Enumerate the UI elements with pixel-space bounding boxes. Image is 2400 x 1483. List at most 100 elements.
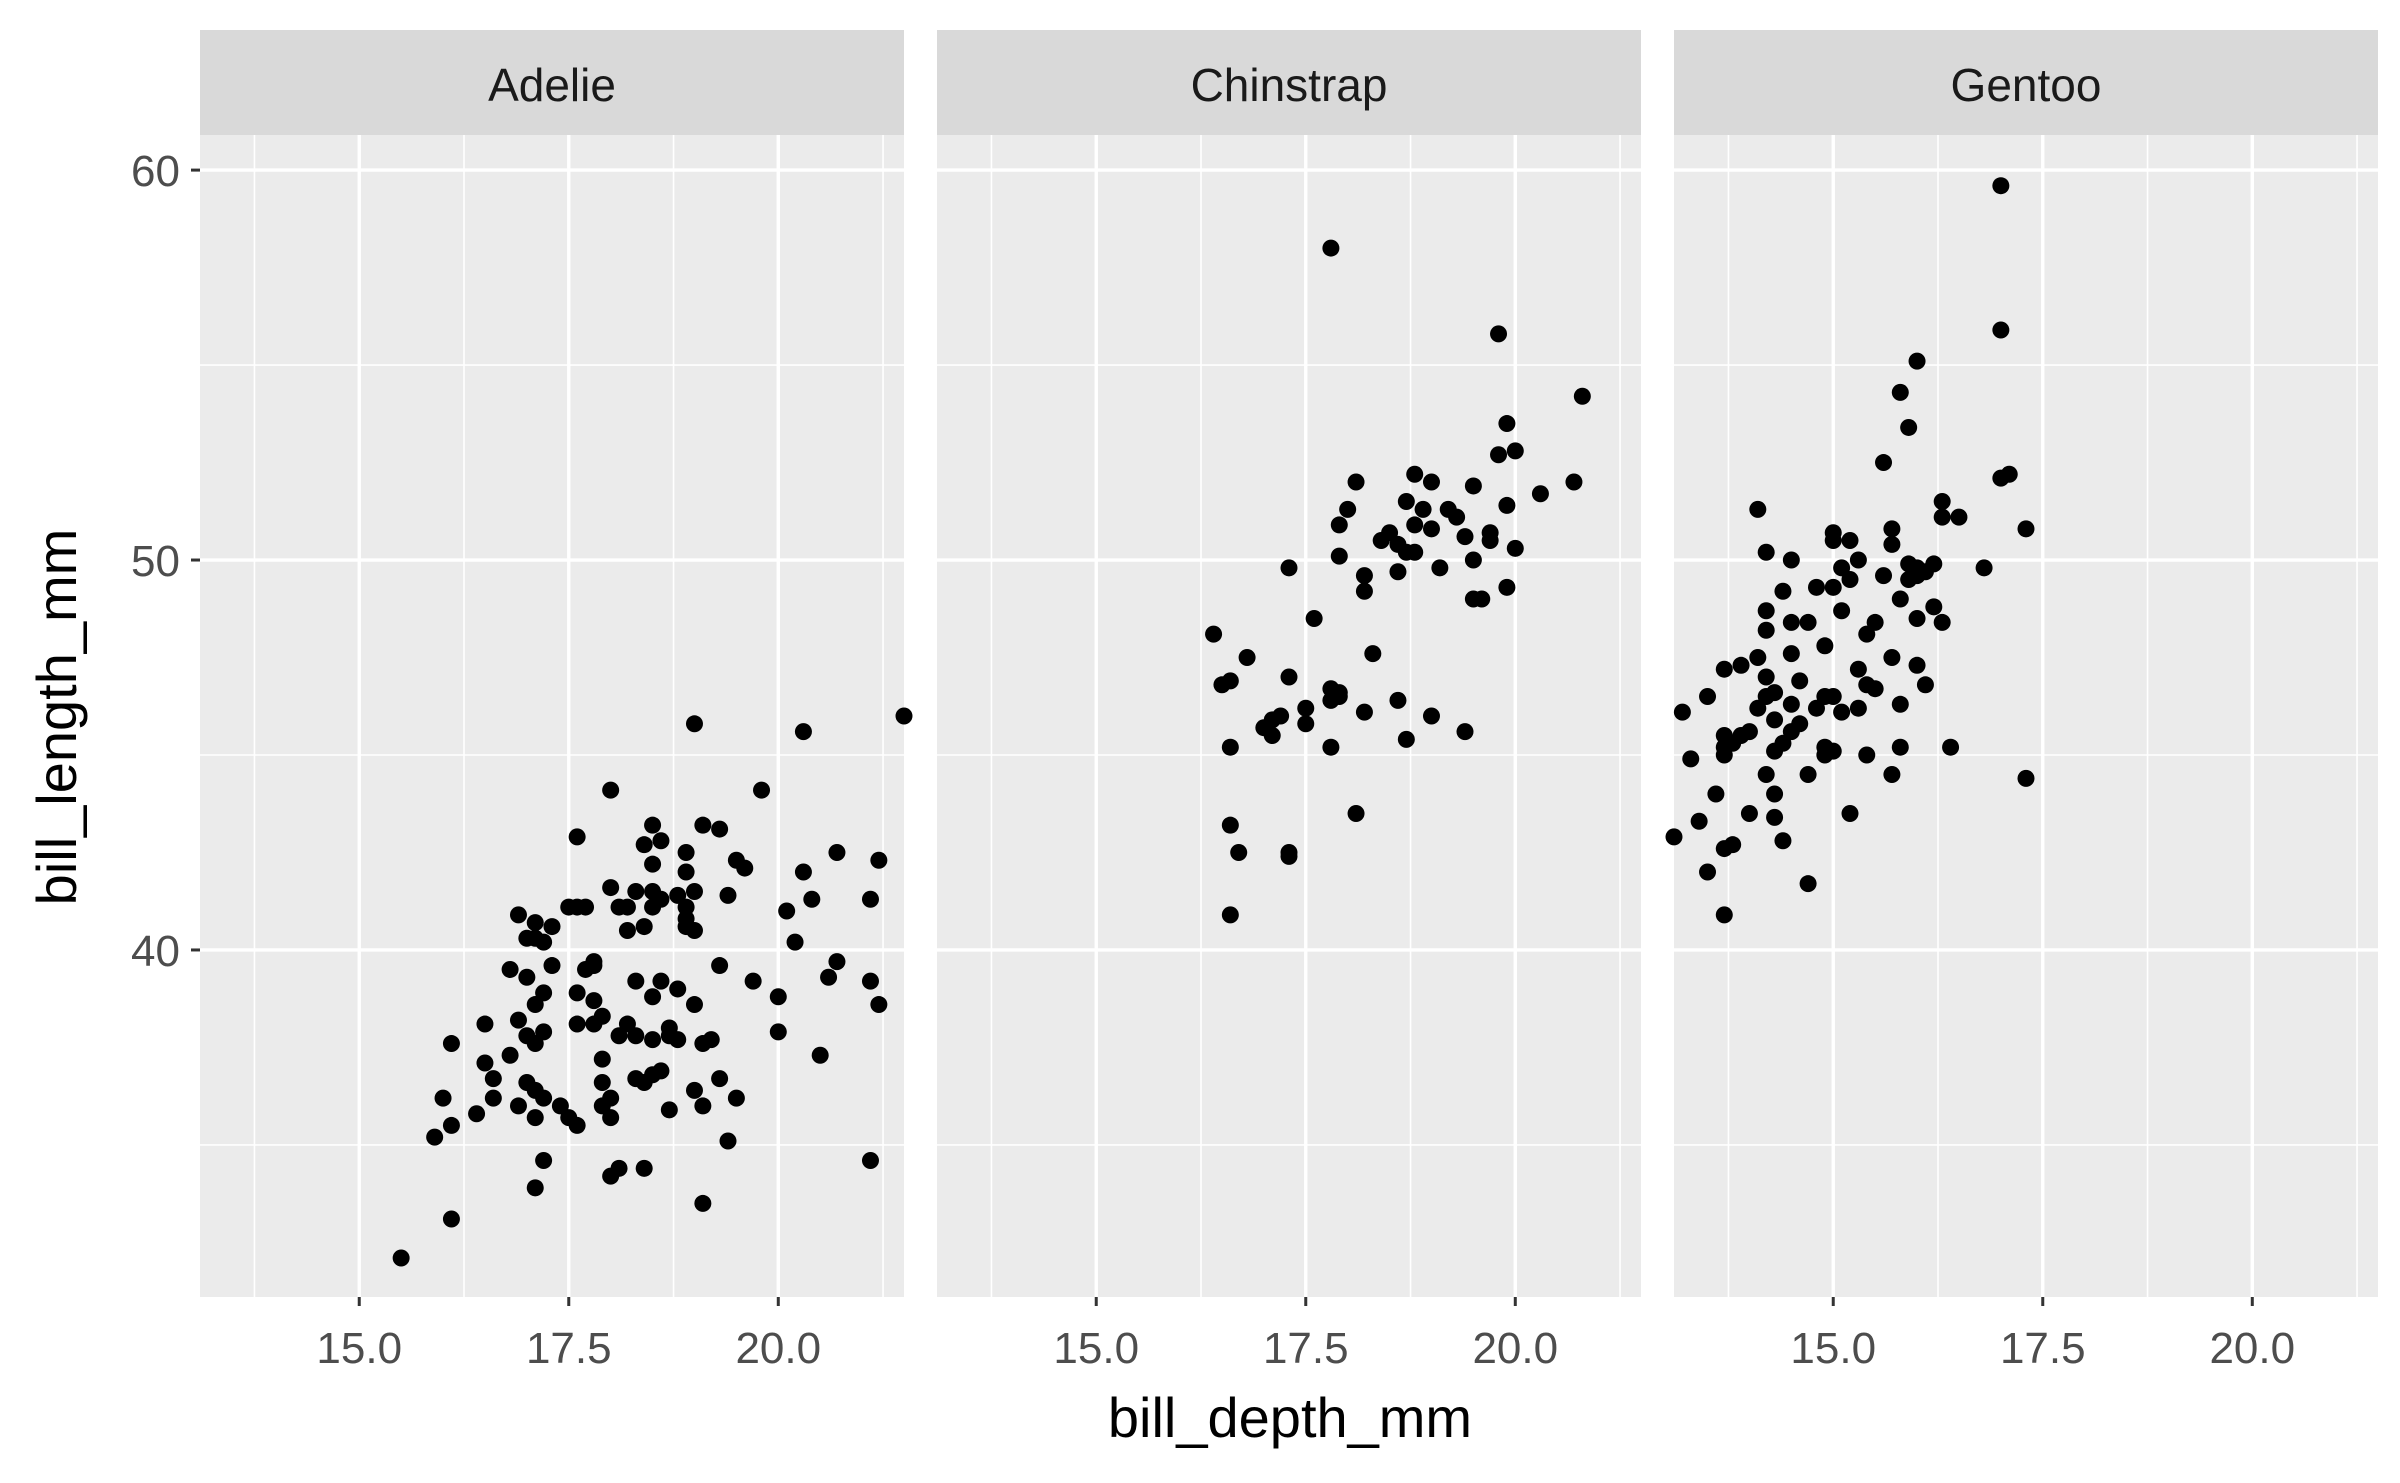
data-point: [1849, 699, 1867, 717]
data-point: [1456, 723, 1474, 741]
data-point: [1715, 906, 1733, 924]
data-point: [1322, 239, 1340, 257]
data-point: [585, 1015, 603, 1033]
data-point: [1816, 637, 1834, 655]
data-point: [1992, 177, 2010, 195]
data-point: [1824, 578, 1842, 596]
data-point: [1715, 746, 1733, 764]
data-point: [1205, 625, 1223, 643]
y-tick-label: 60: [131, 147, 180, 196]
data-point: [1464, 551, 1482, 569]
data-points: [1665, 177, 2035, 924]
data-point: [644, 855, 662, 873]
data-point: [1891, 590, 1909, 608]
facet-strip: [200, 30, 904, 135]
data-point: [627, 882, 645, 900]
data-point: [895, 707, 913, 725]
data-point: [1866, 680, 1884, 698]
data-point: [1841, 804, 1859, 822]
data-point: [1766, 808, 1784, 826]
data-point: [518, 968, 536, 986]
data-point: [593, 1050, 611, 1068]
data-point: [635, 836, 653, 854]
data-point: [1925, 555, 1943, 573]
data-point: [1330, 547, 1348, 565]
data-point: [1364, 645, 1382, 663]
data-point: [736, 859, 754, 877]
data-point: [509, 1011, 527, 1029]
data-point: [1732, 656, 1750, 674]
data-point: [677, 910, 695, 928]
data-point: [551, 1097, 569, 1115]
data-point: [2017, 520, 2035, 538]
data-point: [610, 1159, 628, 1177]
data-point: [1740, 804, 1758, 822]
data-point: [1381, 524, 1399, 542]
data-point: [1933, 493, 1951, 511]
data-point: [711, 820, 729, 838]
data-point: [711, 957, 729, 975]
data-point: [1824, 524, 1842, 542]
facet-strip-label: Gentoo: [1951, 59, 2102, 111]
data-point: [602, 1109, 620, 1127]
data-point: [484, 1070, 502, 1088]
data-point: [526, 914, 544, 932]
data-point: [602, 879, 620, 897]
data-point: [1749, 649, 1767, 667]
data-point: [1389, 691, 1407, 709]
data-point: [1908, 656, 1926, 674]
data-point: [442, 1210, 460, 1228]
data-point: [501, 960, 519, 978]
data-point: [1699, 863, 1717, 881]
data-point: [1841, 571, 1859, 589]
data-point: [1883, 649, 1901, 667]
data-point: [1799, 765, 1817, 783]
data-point: [1833, 559, 1851, 577]
data-point: [1221, 816, 1239, 834]
data-point: [719, 886, 737, 904]
data-point: [1456, 528, 1474, 546]
data-point: [1707, 785, 1725, 803]
data-point: [1807, 578, 1825, 596]
data-point: [526, 1035, 544, 1053]
data-point: [426, 1128, 444, 1146]
data-point: [1766, 684, 1784, 702]
data-point: [1900, 418, 1918, 436]
data-point: [1682, 750, 1700, 768]
data-point: [1883, 520, 1901, 538]
data-point: [870, 851, 888, 869]
data-point: [1280, 559, 1298, 577]
data-point: [1875, 567, 1893, 585]
data-point: [1715, 660, 1733, 678]
data-point: [1422, 520, 1440, 538]
data-point: [1464, 477, 1482, 495]
data-point: [685, 1081, 703, 1099]
data-point: [1397, 730, 1415, 748]
data-point: [1322, 738, 1340, 756]
data-point: [820, 968, 838, 986]
data-point: [828, 843, 846, 861]
data-point: [509, 906, 527, 924]
data-point: [828, 953, 846, 971]
data-point: [794, 723, 812, 741]
data-point: [677, 863, 695, 881]
y-axis: 40 50 60: [131, 147, 200, 976]
data-point: [535, 1152, 553, 1170]
data-point: [1950, 508, 1968, 526]
data-point: [861, 890, 879, 908]
data-point: [652, 890, 670, 908]
data-point: [1766, 785, 1784, 803]
data-point: [1389, 535, 1407, 553]
data-point: [602, 781, 620, 799]
data-point: [1221, 906, 1239, 924]
data-point: [2000, 465, 2018, 483]
data-point: [1782, 645, 1800, 663]
data-point: [1498, 415, 1516, 433]
data-point: [1305, 610, 1323, 628]
data-point: [1992, 321, 2010, 339]
data-point: [711, 1070, 729, 1088]
data-point: [644, 988, 662, 1006]
data-point: [1490, 325, 1508, 343]
data-point: [543, 957, 561, 975]
